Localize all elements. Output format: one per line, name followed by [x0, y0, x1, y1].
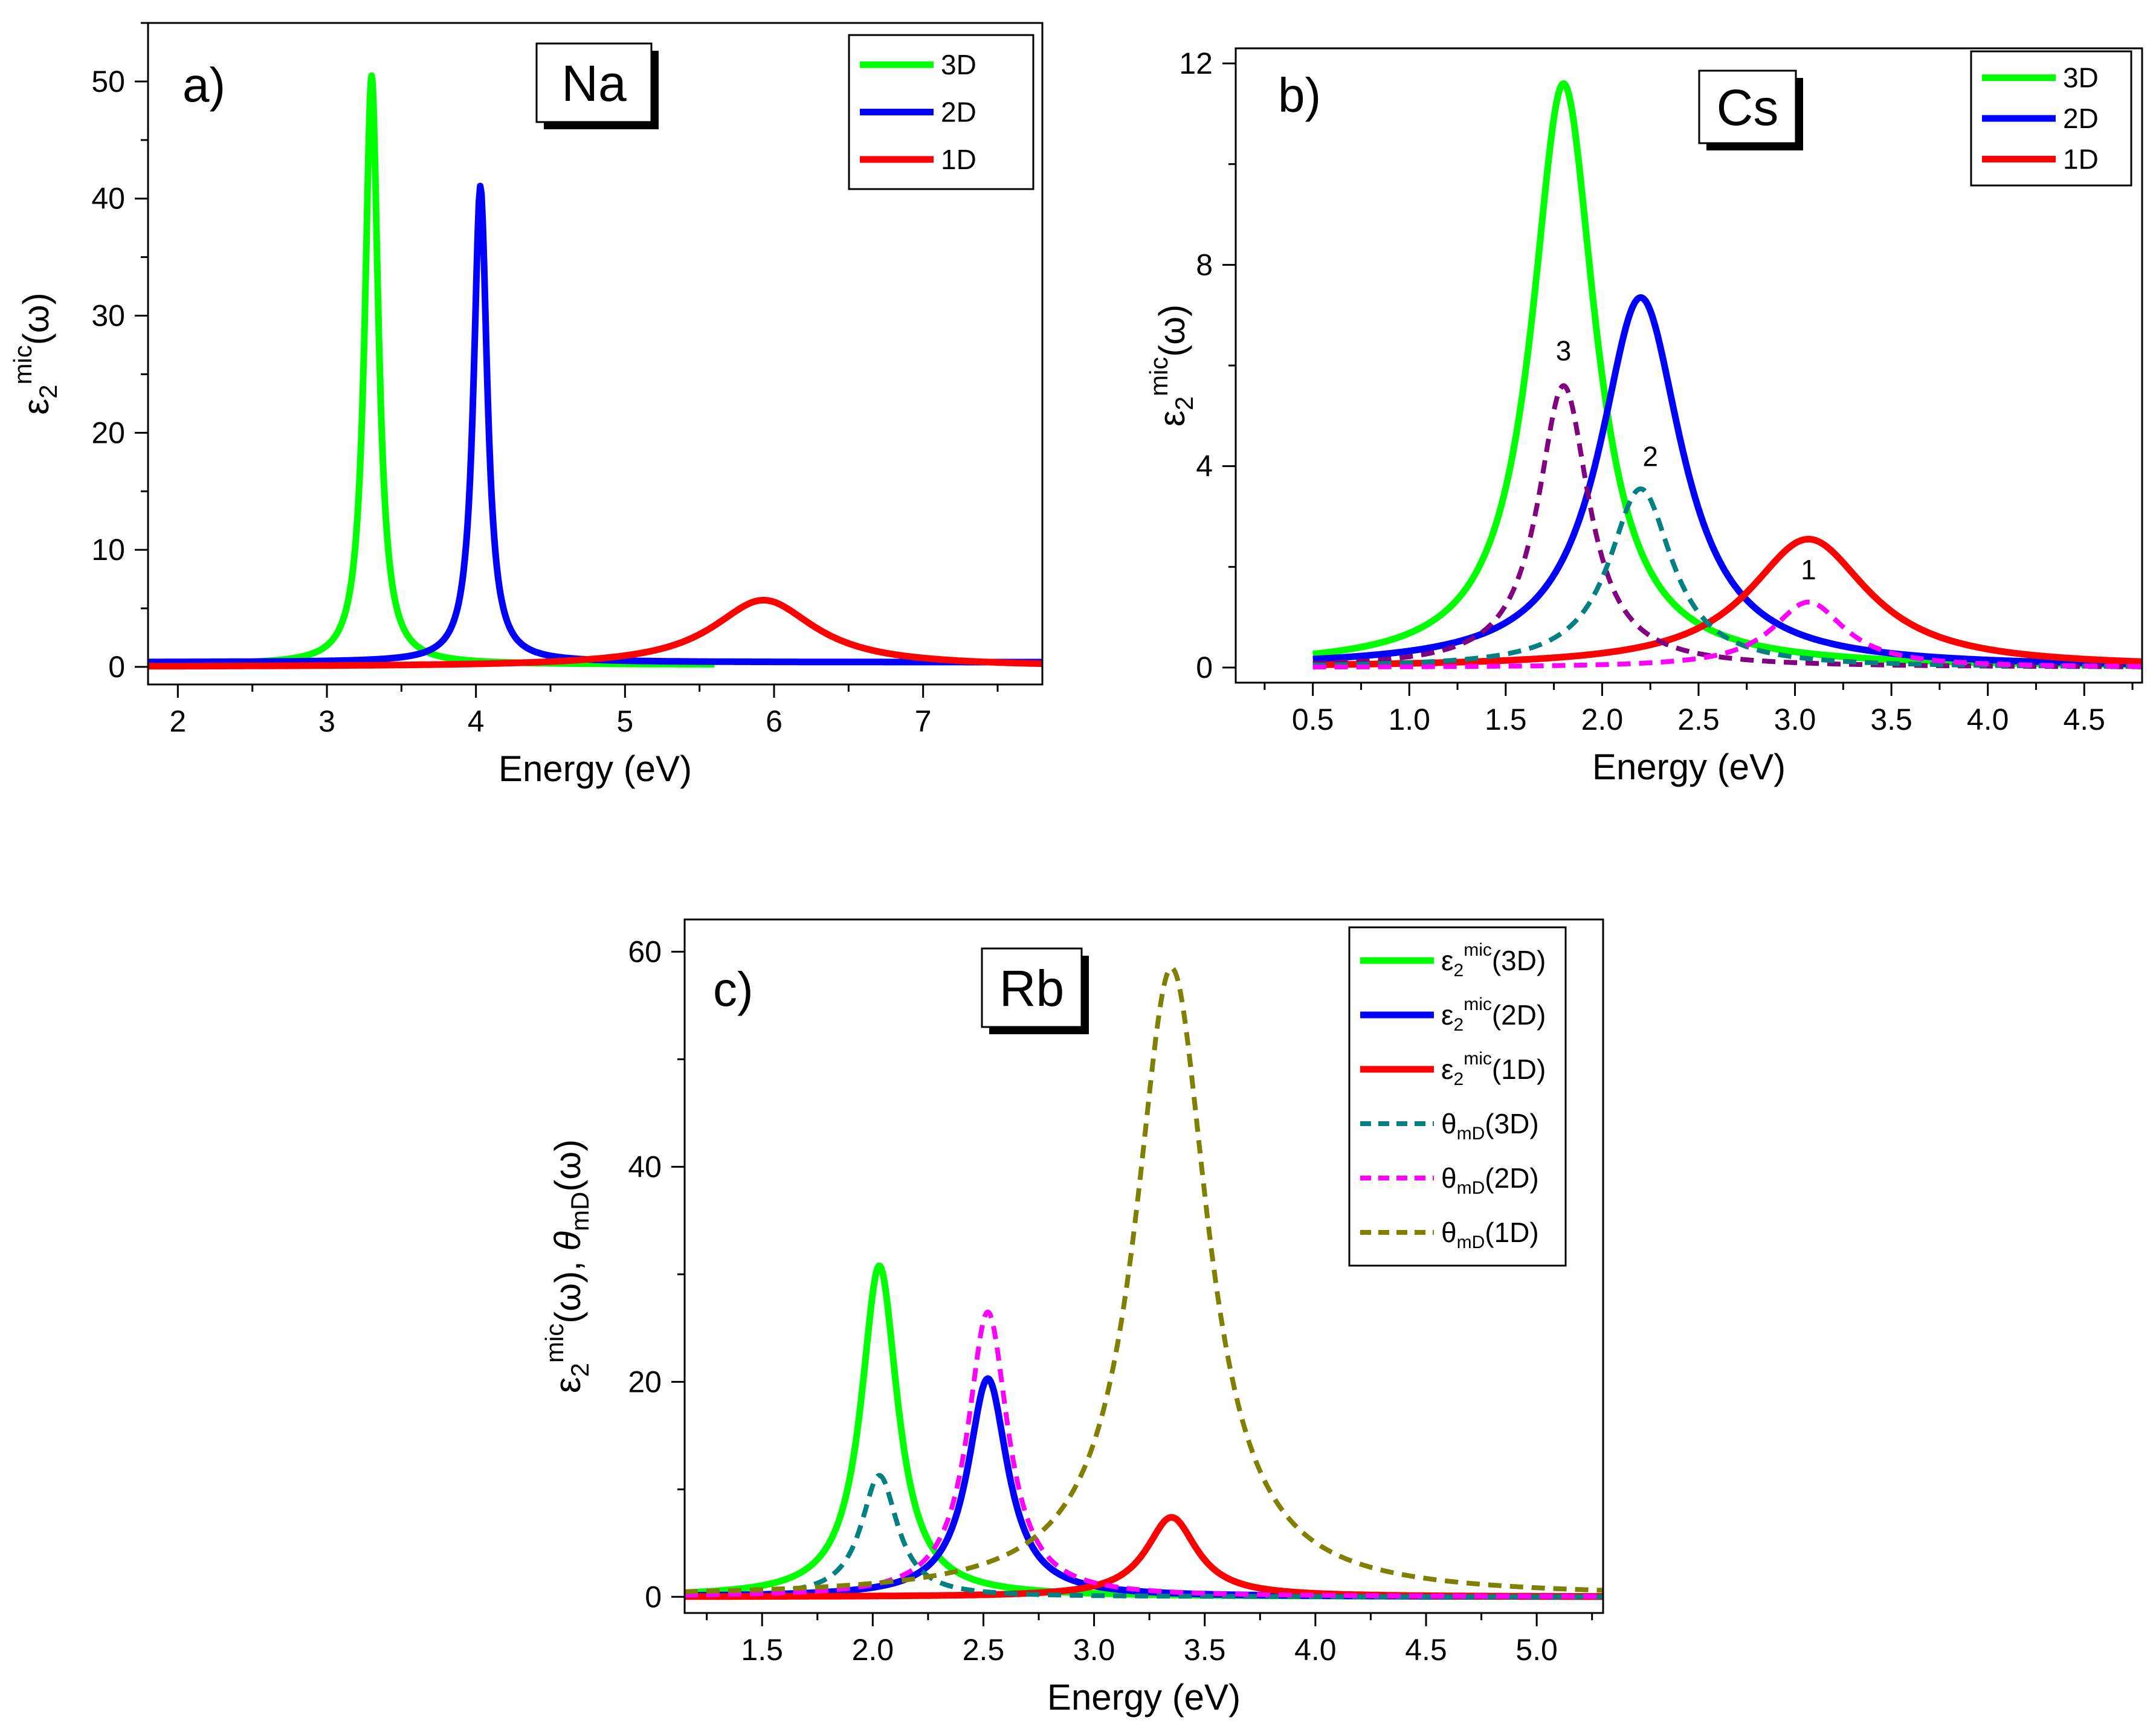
- y-tick-label: 0: [1196, 651, 1213, 684]
- series-line-1: [1311, 294, 2142, 668]
- x-tick-label: 4: [468, 704, 485, 738]
- panel-rb: 1.5 2.0 2.5 3.0 3.5 4.0 4.5 5.0 0 20 40 60 Energy (e…: [540, 918, 1604, 1718]
- y-tick-label: 8: [1196, 248, 1213, 282]
- legend-label: 2D: [941, 97, 976, 128]
- annotation-label: 2: [1642, 441, 1658, 472]
- element-label: Cs: [1717, 79, 1779, 136]
- legend-label: 3D: [2063, 62, 2099, 94]
- series-line-3: [1311, 383, 2142, 669]
- y-tick-label: 20: [628, 1365, 662, 1399]
- legend: 3D 2D 1D: [848, 34, 1034, 190]
- y-tick-label: 10: [91, 533, 125, 567]
- y-tick-label: 20: [91, 416, 125, 449]
- panel-label: b): [1278, 68, 1321, 122]
- legend-label: ε2mic(1D): [1441, 1049, 1546, 1089]
- x-tick-label: 4.5: [1405, 1633, 1447, 1667]
- series-group: [1311, 80, 2142, 670]
- series-line-1: [685, 1375, 1603, 1600]
- series-line-3: [685, 1473, 1603, 1600]
- y-tick-label: 12: [1179, 47, 1213, 80]
- y-axis-title: ε2mic(ω): [1144, 304, 1198, 427]
- x-axis-title: Energy (eV): [499, 748, 692, 789]
- x-tick-label: 3.0: [1774, 703, 1816, 736]
- x-tick-label: 2.0: [1581, 703, 1624, 736]
- series-group: [685, 965, 1603, 1600]
- x-tick-label: 1.5: [741, 1633, 783, 1667]
- x-tick-label: 3.5: [1870, 703, 1912, 736]
- x-tick-label: 2.5: [1677, 703, 1720, 736]
- element-box: [1698, 69, 1797, 144]
- legend-label: 1D: [2063, 143, 2099, 175]
- series-line-2: [148, 597, 1042, 670]
- legend-frame: [1348, 926, 1567, 1267]
- element-box: [981, 947, 1083, 1028]
- y-axis-title: ε2mic(ω): [8, 292, 62, 414]
- legend-label: θmD(3D): [1441, 1108, 1539, 1144]
- x-axis-title: Energy (eV): [1592, 747, 1786, 787]
- y-tick-label: 0: [108, 650, 125, 684]
- annotation-label: 1: [1801, 554, 1816, 585]
- legend-label: 3D: [941, 49, 976, 80]
- legend-label: θmD(2D): [1441, 1162, 1539, 1198]
- plot-frame: [683, 918, 1604, 1614]
- x-tick-label: 4.0: [1294, 1633, 1337, 1667]
- x-tick-label: 2: [169, 704, 186, 738]
- x-tick-label: 3: [318, 704, 335, 738]
- plot-frame: [147, 22, 1044, 686]
- element-label: Na: [561, 55, 627, 112]
- y-tick-label: 60: [628, 935, 662, 968]
- y-tick-label: 40: [628, 1150, 662, 1183]
- x-tick-label: 3.5: [1184, 1633, 1226, 1667]
- panel-label: c): [713, 962, 754, 1016]
- element-box: [535, 42, 653, 123]
- legend-label: 2D: [2063, 103, 2099, 134]
- y-tick-label: 40: [91, 182, 125, 216]
- legend-label: ε2mic(3D): [1441, 940, 1546, 980]
- x-tick-label: 5.0: [1515, 1633, 1558, 1667]
- panel-na: 2 3 4 5 6 7 0 10 20 30 40 50 Energy (eV) ε2mic(ω) a) Na…: [8, 22, 1044, 789]
- y-tick-label: 0: [645, 1580, 662, 1614]
- x-tick-label: 3.0: [1073, 1633, 1115, 1667]
- x-tick-label: 6: [766, 704, 783, 738]
- x-tick-label: 0.5: [1292, 703, 1334, 736]
- y-tick-label: 30: [91, 299, 125, 333]
- series-line-5: [1311, 599, 2142, 670]
- element-label: Rb: [999, 960, 1064, 1017]
- x-tick-label: 5: [616, 704, 633, 738]
- legend-label: ε2mic(2D): [1441, 994, 1546, 1035]
- x-tick-label: 1.5: [1485, 703, 1527, 736]
- legend: 3D 2D 1D: [1970, 50, 2132, 187]
- x-tick-label: 4.0: [1967, 703, 2009, 736]
- series-line-5: [685, 965, 1603, 1594]
- legend-label: θmD(1D): [1441, 1217, 1539, 1252]
- x-tick-label: 2.0: [852, 1633, 894, 1667]
- annotation-label: 3: [1556, 335, 1572, 367]
- legend-label: 1D: [941, 144, 976, 175]
- series-line-0: [190, 72, 717, 668]
- series-line-1: [148, 182, 1042, 666]
- x-tick-label: 1.0: [1388, 703, 1430, 736]
- legend: ε2mic(3D) ε2mic(2D) ε2mic(1D) θmD(3D) θmD(2D…: [1348, 926, 1567, 1267]
- x-tick-label: 4.5: [2063, 703, 2105, 736]
- panel-label: a): [182, 58, 225, 112]
- y-tick-label: 4: [1196, 449, 1213, 483]
- series-line-4: [685, 1309, 1603, 1599]
- x-tick-label: 7: [915, 704, 932, 738]
- x-tick-label: 2.5: [963, 1633, 1005, 1667]
- x-axis-title: Energy (eV): [1047, 1677, 1241, 1718]
- y-axis-title: ε2mic(ω), θmD(ω): [540, 1139, 594, 1393]
- y-tick-label: 50: [91, 65, 125, 98]
- series-group: [148, 72, 1042, 670]
